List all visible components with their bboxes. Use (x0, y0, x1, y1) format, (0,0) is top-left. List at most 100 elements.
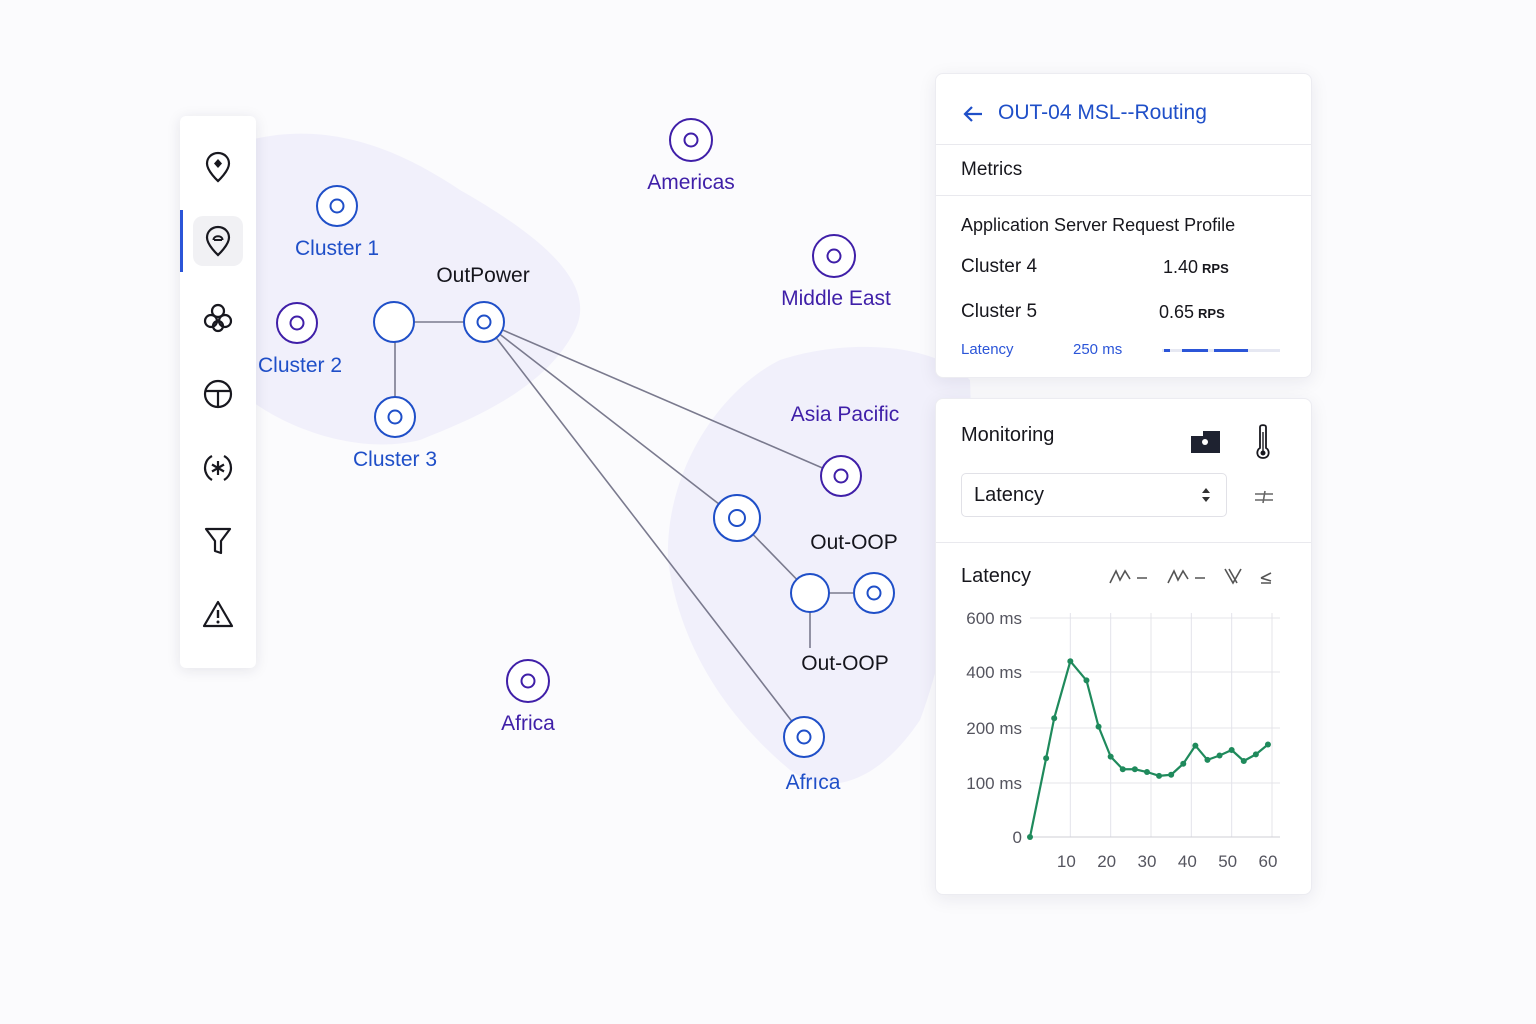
region-blob-east (667, 346, 971, 784)
latency-sparkbar (1162, 349, 1280, 352)
metric-value: 1.40 RPS (1163, 257, 1229, 278)
y-tick-label: 200 ms (966, 719, 1022, 738)
request-profile-label: Application Server Request Profile (961, 215, 1236, 235)
location-pin-outline-button[interactable] (193, 216, 243, 266)
node-africa-1[interactable]: Africa (501, 659, 555, 735)
sort-arrows-icon (1202, 488, 1210, 502)
back-button[interactable] (961, 102, 985, 126)
chart-settings-button[interactable] (1256, 567, 1276, 587)
region-blob-west (250, 133, 581, 445)
x-tick-label: 60 (1259, 852, 1278, 871)
asterisk-button[interactable] (193, 443, 243, 493)
data-point (1240, 758, 1247, 764)
data-point (1143, 769, 1150, 775)
node-label: Cluster 3 (353, 448, 437, 471)
node-out-oop-2[interactable]: Out-OOP (801, 572, 895, 675)
line-chart-icon (1109, 569, 1147, 584)
arrow-left-icon (963, 106, 982, 122)
y-tick-label: 600 ms (966, 609, 1022, 628)
chart-series (1027, 658, 1271, 840)
latency-chart[interactable]: 0 100 ms 200 ms 400 ms 600 ms 10 20 30 40 50 60 (936, 599, 1311, 889)
node-out-oop-1[interactable]: Out-OOP (790, 531, 898, 613)
filter-icon (204, 527, 232, 555)
asterisk-circle-icon (203, 455, 233, 481)
node-label: Americas (647, 171, 735, 194)
x-tick-label: 40 (1178, 852, 1197, 871)
metric-name: Cluster 4 (961, 256, 1038, 277)
server-view-button[interactable] (1190, 429, 1222, 455)
metric-name: Cluster 5 (961, 301, 1038, 322)
data-point (1156, 772, 1163, 779)
cluster-icon (203, 303, 233, 333)
y-tick-label: 100 ms (966, 774, 1022, 793)
chart-compare-button[interactable] (1222, 565, 1246, 587)
warning-icon (202, 600, 234, 628)
node-label: Out-OOP (801, 652, 889, 675)
latency-label: Latency (961, 341, 1014, 358)
data-point (1264, 741, 1271, 748)
node-outpower[interactable]: OutPower (436, 264, 530, 343)
node-americas[interactable]: Americas (647, 118, 735, 194)
chart-title: Latency (961, 565, 1032, 587)
node-label: Cluster 2 (258, 354, 342, 377)
thermometer-icon (1256, 424, 1270, 459)
routing-panel: OUT-04 MSL--Routing Metrics Application … (935, 73, 1312, 378)
data-point (1043, 755, 1050, 762)
globe-segment-button[interactable] (193, 369, 243, 419)
node-asia-pacific[interactable]: Asia Pacific (791, 403, 900, 497)
metrics-section-label: Metrics (961, 159, 1023, 180)
y-tick-label: 400 ms (966, 663, 1022, 682)
node-hub-plain[interactable] (373, 301, 415, 343)
y-tick-label: 0 (1013, 828, 1022, 847)
sliders-icon (1255, 490, 1273, 504)
data-point (1228, 747, 1235, 753)
node-label: Out-OOP (810, 531, 898, 554)
data-point (1083, 677, 1090, 684)
data-point (1168, 771, 1175, 778)
data-point (1204, 756, 1211, 763)
area-chart-icon (1167, 569, 1205, 584)
metric-unit: RPS (1202, 261, 1229, 276)
node-cluster1[interactable]: Cluster 1 (295, 185, 379, 260)
x-tick-label: 20 (1097, 852, 1116, 871)
node-cluster3[interactable]: Cluster 3 (353, 396, 437, 471)
divider (936, 144, 1311, 145)
adjust-button[interactable] (1253, 487, 1275, 507)
panel-title: OUT-04 MSL--Routing (998, 101, 1207, 124)
chart-grid (1030, 613, 1280, 838)
metric-select[interactable]: Latency (961, 473, 1227, 517)
filter-button[interactable] (193, 516, 243, 566)
temperature-button[interactable] (1252, 423, 1274, 461)
metric-select-value: Latency (974, 483, 1045, 506)
node-middle-east[interactable]: Middle East (781, 234, 891, 310)
sidebar (180, 116, 256, 668)
cluster-button[interactable] (193, 293, 243, 343)
monitoring-panel: Monitoring Latency Latency (935, 398, 1312, 895)
chart-type-area-button[interactable] (1166, 565, 1208, 587)
location-pin-outline-icon (205, 225, 231, 257)
node-label: Middle East (781, 287, 891, 310)
chart-y-axis: 0 100 ms 200 ms 400 ms 600 ms (966, 609, 1022, 847)
server-block-icon (1191, 431, 1220, 453)
globe-segment-icon (203, 379, 233, 409)
node-label: Cluster 1 (295, 237, 379, 260)
x-tick-label: 50 (1218, 852, 1237, 871)
data-point (1180, 760, 1187, 767)
node-cluster2[interactable]: Cluster 2 (258, 302, 342, 377)
node-africa-2[interactable]: Afrıca (783, 716, 841, 794)
chart-type-line-button[interactable] (1108, 565, 1150, 587)
monitoring-title: Monitoring (961, 424, 1055, 446)
warning-button[interactable] (193, 589, 243, 639)
x-tick-label: 30 (1138, 852, 1157, 871)
metric-number: 0.65 (1159, 302, 1195, 322)
node-east-hub[interactable] (713, 494, 761, 542)
node-label: OutPower (436, 264, 529, 287)
data-point (1119, 766, 1126, 773)
divider (936, 195, 1311, 196)
location-pin-button[interactable] (193, 142, 243, 192)
node-label: Africa (501, 712, 555, 735)
data-point (1067, 658, 1074, 665)
metric-value: 0.65 RPS (1159, 302, 1225, 323)
data-point (1192, 742, 1199, 749)
